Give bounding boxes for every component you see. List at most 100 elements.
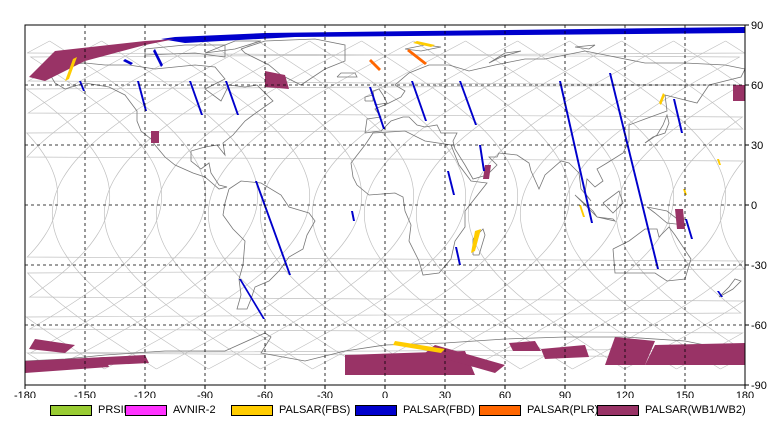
x-tick-label: 180 — [736, 390, 754, 398]
swath-palsar-fbs — [579, 205, 585, 217]
coastline — [646, 206, 687, 226]
legend-item-avnir2: AVNIR-2 — [125, 402, 216, 418]
orbit-track — [28, 40, 746, 370]
swath-palsar-fbd — [79, 81, 85, 91]
coastline — [488, 50, 522, 64]
swath-palsar-fbd — [447, 171, 455, 195]
x-tick-label: 30 — [439, 390, 451, 398]
swath-palsar-fbd — [411, 81, 427, 121]
legend-item-prsim: PRSIM — [50, 402, 133, 418]
coastline — [612, 226, 692, 282]
coastline — [574, 194, 598, 218]
swath-palsar-fbd — [189, 81, 203, 115]
legend-swatch-palsar-fbd — [355, 404, 397, 416]
x-tick-labels: -180 -150 -120 -90 -60 -30 0 30 60 90 120 150 180 — [14, 385, 754, 398]
x-tick-label: -120 — [134, 390, 156, 398]
coastline — [204, 40, 262, 54]
orbit-track — [207, 40, 414, 370]
legend-label-avnir2: AVNIR-2 — [173, 404, 216, 416]
legend-item-palsar-fbd: PALSAR(FBD) — [355, 402, 475, 418]
swath-palsar-fbd — [369, 87, 385, 129]
swath-palsar-fbs — [413, 41, 435, 47]
swath-palsar-wb1-wb2 — [645, 343, 745, 365]
coastline — [718, 278, 742, 298]
y-tick-labels: 90 60 30 0 -30 -60 -90 — [745, 20, 767, 392]
swath-palsar-fbs — [393, 341, 445, 353]
y-tick-label: -30 — [751, 260, 767, 272]
swath-palsar-wb1-wb2 — [483, 165, 491, 179]
swath-palsar-plr — [369, 59, 381, 71]
x-tick-label: 0 — [382, 390, 388, 398]
swath-palsar-wb1-wb2 — [151, 131, 159, 143]
legend: PRSIM AVNIR-2 PALSAR(FBS) PALSAR(FBD) PA… — [0, 398, 770, 422]
orbit-track — [26, 40, 743, 370]
swath-palsar-wb1-wb2 — [733, 85, 745, 101]
swath-palsar-wb1-wb2 — [29, 339, 75, 353]
swath-palsar-fbd — [479, 145, 485, 171]
orbit-track — [52, 40, 259, 370]
x-tick-label: -150 — [74, 390, 96, 398]
swath-palsar-wb1-wb2 — [675, 209, 685, 229]
legend-swatch-palsar-plr — [479, 404, 521, 416]
swath-palsar-fbd — [239, 279, 265, 319]
coastline — [364, 50, 746, 202]
coastline — [336, 72, 358, 78]
coastline — [574, 44, 596, 50]
y-tick-label: 30 — [751, 140, 763, 152]
swath-palsar-fbd — [153, 49, 163, 67]
legend-swatch-prsim — [50, 404, 92, 416]
swath-palsar-wb1-wb2 — [29, 39, 175, 81]
swath-palsar-wb1-wb2 — [509, 341, 541, 351]
swath-palsar-fbd — [685, 219, 693, 239]
x-tick-label: 60 — [499, 390, 511, 398]
orbit-track — [51, 40, 258, 370]
coastline — [602, 190, 624, 214]
swath-palsar-plr — [407, 49, 427, 65]
y-tick-label: 60 — [751, 80, 763, 92]
swath-palsar-fbs — [683, 189, 687, 195]
legend-swatch-avnir2 — [125, 404, 167, 416]
orbit-track — [519, 40, 726, 370]
legend-label-palsar-wb: PALSAR(WB1/WB2) — [645, 404, 746, 416]
swath-palsar-fbd — [455, 247, 461, 265]
swath-palsar-fbd — [137, 81, 147, 111]
legend-label-palsar-plr: PALSAR(PLR) — [527, 404, 599, 416]
swath-palsar-wb1-wb2 — [25, 355, 149, 369]
x-tick-label: -60 — [257, 390, 273, 398]
coverage-map: -180 -150 -120 -90 -60 -30 0 30 60 90 120 150 180 90… — [14, 20, 767, 398]
swath-palsar-fbs — [659, 93, 665, 105]
legend-item-palsar-plr: PALSAR(PLR) — [479, 402, 598, 418]
swath-palsar-fbd — [459, 81, 477, 125]
swath-palsar-fbd — [609, 73, 659, 269]
orbit-track — [364, 40, 571, 370]
swath-palsar-fbs — [471, 229, 481, 253]
coastline — [472, 228, 486, 256]
orbit-track — [363, 40, 570, 370]
legend-item-palsar-wb: PALSAR(WB1/WB2) — [597, 402, 746, 418]
y-tick-label: -90 — [751, 380, 767, 392]
legend-item-palsar-fbs: PALSAR(FBS) — [231, 402, 350, 418]
observation-swaths — [25, 27, 745, 375]
coastline — [644, 113, 670, 144]
swath-palsar-wb1-wb2 — [605, 337, 655, 365]
orbit-track — [520, 40, 727, 370]
y-tick-label: 90 — [751, 20, 763, 32]
swath-palsar-fbd — [255, 181, 291, 275]
swath-palsar-fbd — [161, 27, 745, 43]
coastline — [350, 130, 488, 276]
x-tick-label: -30 — [317, 390, 333, 398]
swath-palsar-fbs — [65, 57, 77, 81]
coastline — [596, 216, 617, 222]
x-tick-label: 90 — [559, 390, 571, 398]
y-tick-label: 0 — [751, 200, 757, 212]
coastline — [404, 44, 442, 52]
swath-palsar-fbd — [225, 81, 239, 115]
legend-label-palsar-fbd: PALSAR(FBD) — [403, 404, 475, 416]
legend-swatch-palsar-wb — [597, 404, 639, 416]
coastline — [48, 62, 274, 190]
x-tick-label: 120 — [616, 390, 634, 398]
legend-label-palsar-fbs: PALSAR(FBS) — [279, 404, 351, 416]
swath-palsar-fbd — [717, 291, 723, 297]
y-tick-label: -60 — [751, 320, 767, 332]
x-tick-label: -90 — [197, 390, 213, 398]
